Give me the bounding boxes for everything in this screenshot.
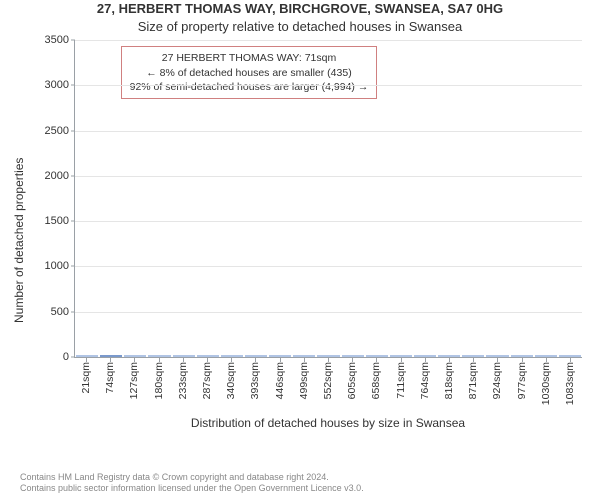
x-tick-label: 393sqm xyxy=(255,338,267,362)
x-tick-mark xyxy=(570,358,571,362)
page-subtitle: Size of property relative to detached ho… xyxy=(0,18,600,36)
gridline xyxy=(75,221,582,222)
x-tick-mark xyxy=(449,358,450,362)
x-tick-mark xyxy=(231,358,232,362)
x-tick-label: 1030sqm xyxy=(546,338,558,362)
y-tick-mark xyxy=(71,175,75,176)
y-tick-mark xyxy=(71,40,75,41)
x-tick-label: 74sqm xyxy=(110,338,122,362)
x-tick-label: 127sqm xyxy=(134,338,146,362)
y-tick-label: 1000 xyxy=(45,260,69,272)
y-tick-label: 2500 xyxy=(45,125,69,137)
plot-area: 27 HERBERT THOMAS WAY: 71sqm ← 8% of det… xyxy=(74,40,582,358)
x-tick-mark xyxy=(255,358,256,362)
gridline xyxy=(75,40,582,41)
x-tick-label: 924sqm xyxy=(497,338,509,362)
x-tick-mark xyxy=(546,358,547,362)
x-tick-mark xyxy=(497,358,498,362)
x-tick-mark xyxy=(159,358,160,362)
x-tick-mark xyxy=(473,358,474,362)
page-title: 27, HERBERT THOMAS WAY, BIRCHGROVE, SWAN… xyxy=(0,0,600,18)
x-tick-mark xyxy=(304,358,305,362)
gridline xyxy=(75,312,582,313)
x-tick-mark xyxy=(183,358,184,362)
x-tick-label: 871sqm xyxy=(473,338,485,362)
x-tick-label: 287sqm xyxy=(207,338,219,362)
page-root: 27, HERBERT THOMAS WAY, BIRCHGROVE, SWAN… xyxy=(0,0,600,500)
x-tick-label: 233sqm xyxy=(183,338,195,362)
x-tick-mark xyxy=(522,358,523,362)
footer-text: Contains HM Land Registry data © Crown c… xyxy=(20,472,580,495)
gridline xyxy=(75,266,582,267)
y-tick-label: 3000 xyxy=(45,79,69,91)
y-tick-label: 500 xyxy=(51,306,69,318)
x-tick-mark xyxy=(134,358,135,362)
annotation-line-2: ← 8% of detached houses are smaller (435… xyxy=(130,66,369,80)
x-tick-label: 340sqm xyxy=(231,338,243,362)
x-tick-mark xyxy=(328,358,329,362)
x-tick-mark xyxy=(376,358,377,362)
x-tick-label: 180sqm xyxy=(159,338,171,362)
x-tick-mark xyxy=(110,358,111,362)
x-tick-mark xyxy=(425,358,426,362)
x-tick-label: 711sqm xyxy=(401,338,413,362)
y-tick-mark xyxy=(71,311,75,312)
y-tick-mark xyxy=(71,85,75,86)
x-tick-label: 658sqm xyxy=(376,338,388,362)
x-tick-mark xyxy=(86,358,87,362)
footer-line-1: Contains HM Land Registry data © Crown c… xyxy=(20,472,580,483)
x-tick-label: 1083sqm xyxy=(570,338,582,362)
y-tick-label: 1500 xyxy=(45,215,69,227)
y-tick-mark xyxy=(71,221,75,222)
x-tick-label: 818sqm xyxy=(449,338,461,362)
gridline xyxy=(75,176,582,177)
y-tick-label: 2000 xyxy=(45,170,69,182)
gridline xyxy=(75,85,582,86)
x-tick-label: 499sqm xyxy=(304,338,316,362)
x-tick-label: 764sqm xyxy=(425,338,437,362)
y-tick-label: 3500 xyxy=(45,34,69,46)
x-axis-title: Distribution of detached houses by size … xyxy=(74,416,582,430)
x-tick-label: 977sqm xyxy=(522,338,534,362)
gridline xyxy=(75,131,582,132)
y-tick-label: 0 xyxy=(63,351,69,363)
x-tick-label: 552sqm xyxy=(328,338,340,362)
y-tick-mark xyxy=(71,130,75,131)
x-tick-label: 605sqm xyxy=(352,338,364,362)
x-tick-mark xyxy=(280,358,281,362)
annotation-box: 27 HERBERT THOMAS WAY: 71sqm ← 8% of det… xyxy=(121,46,378,99)
x-tick-label: 446sqm xyxy=(280,338,292,362)
y-tick-mark xyxy=(71,266,75,267)
annotation-line-1: 27 HERBERT THOMAS WAY: 71sqm xyxy=(130,51,369,65)
annotation-line-3: 92% of semi-detached houses are larger (… xyxy=(130,80,369,94)
x-tick-label: 21sqm xyxy=(86,338,98,362)
chart-container: Number of detached properties 27 HERBERT… xyxy=(18,40,582,440)
y-axis-title: Number of detached properties xyxy=(12,40,28,440)
x-tick-mark xyxy=(352,358,353,362)
x-tick-mark xyxy=(401,358,402,362)
footer-line-2: Contains public sector information licen… xyxy=(20,483,580,494)
x-tick-mark xyxy=(207,358,208,362)
